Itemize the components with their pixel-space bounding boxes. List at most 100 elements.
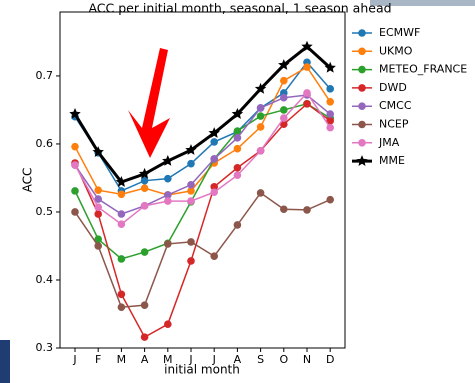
data-point bbox=[164, 175, 172, 183]
x-tick-label: J bbox=[72, 353, 76, 366]
data-point bbox=[257, 123, 265, 131]
data-point bbox=[71, 161, 79, 169]
data-point bbox=[326, 98, 334, 106]
x-tick-label: J bbox=[212, 353, 216, 366]
x-tick-label: F bbox=[95, 353, 101, 366]
data-point bbox=[280, 106, 288, 114]
series-line bbox=[75, 193, 330, 307]
data-point bbox=[118, 220, 126, 228]
data-point bbox=[94, 210, 102, 218]
data-point bbox=[187, 160, 195, 168]
data-point bbox=[141, 301, 149, 309]
data-point bbox=[94, 186, 102, 194]
data-point bbox=[303, 63, 311, 71]
data-point bbox=[280, 205, 288, 213]
data-point bbox=[187, 257, 195, 265]
arrow-annotation bbox=[128, 48, 170, 158]
data-point bbox=[118, 255, 126, 263]
y-tick-label: 0.4 bbox=[36, 273, 54, 286]
legend-label: ECMWF bbox=[379, 26, 420, 39]
data-point bbox=[280, 114, 288, 122]
data-point bbox=[303, 206, 311, 214]
legend-label: DWD bbox=[379, 81, 407, 94]
chart: ACC per initial month, seasonal, 1 seaso… bbox=[0, 0, 475, 383]
data-point bbox=[94, 203, 102, 211]
data-point bbox=[187, 238, 195, 246]
data-point bbox=[118, 190, 126, 198]
data-point bbox=[141, 248, 149, 256]
legend-marker bbox=[358, 121, 366, 129]
data-point bbox=[141, 184, 149, 192]
x-tick-label: N bbox=[303, 353, 311, 366]
data-point bbox=[187, 181, 195, 189]
series-line bbox=[75, 104, 330, 259]
data-point bbox=[164, 320, 172, 328]
series-line bbox=[75, 67, 330, 195]
data-point bbox=[118, 290, 126, 298]
x-tick-label: D bbox=[326, 353, 334, 366]
legend-label: METEO_FRANCE bbox=[379, 63, 467, 76]
data-point bbox=[303, 89, 311, 97]
legend-label: UKMO bbox=[379, 44, 413, 57]
x-tick-label: S bbox=[257, 353, 264, 366]
data-point bbox=[280, 94, 288, 102]
x-tick-label: M bbox=[163, 353, 173, 366]
series-line bbox=[75, 93, 330, 224]
data-point bbox=[118, 303, 126, 311]
background-fragment bbox=[0, 340, 10, 383]
legend-marker bbox=[358, 102, 366, 110]
data-point bbox=[257, 189, 265, 197]
data-point bbox=[234, 145, 242, 153]
data-point bbox=[164, 197, 172, 205]
data-point bbox=[71, 143, 79, 151]
legend-marker bbox=[358, 48, 366, 56]
x-tick-label: M bbox=[117, 353, 127, 366]
data-point bbox=[326, 124, 334, 132]
data-point bbox=[187, 197, 195, 205]
y-axis-label: ACC bbox=[21, 168, 35, 193]
series-line bbox=[75, 47, 330, 182]
legend-label: JMA bbox=[378, 136, 400, 149]
data-point bbox=[257, 104, 265, 112]
data-point bbox=[71, 208, 79, 216]
data-point bbox=[141, 333, 149, 341]
data-point bbox=[280, 77, 288, 85]
chart-title: ACC per initial month, seasonal, 1 seaso… bbox=[88, 1, 391, 16]
data-point bbox=[234, 164, 242, 172]
y-tick-label: 0.5 bbox=[36, 205, 54, 218]
data-point bbox=[210, 155, 218, 163]
legend-marker bbox=[358, 66, 366, 74]
series-line bbox=[75, 104, 330, 337]
legend-marker bbox=[356, 155, 367, 166]
data-point bbox=[210, 138, 218, 146]
data-point bbox=[71, 187, 79, 195]
legend-marker bbox=[358, 84, 366, 92]
data-point bbox=[326, 196, 334, 204]
legend-marker bbox=[358, 29, 366, 37]
data-point bbox=[141, 202, 149, 210]
y-tick-label: 0.6 bbox=[36, 137, 54, 150]
data-point bbox=[234, 134, 242, 142]
data-point bbox=[234, 171, 242, 179]
data-point bbox=[118, 210, 126, 218]
data-point bbox=[257, 147, 265, 155]
x-tick-label: A bbox=[234, 353, 242, 366]
y-tick-label: 0.3 bbox=[36, 341, 54, 354]
legend-label: NCEP bbox=[379, 118, 409, 131]
legend-label: MME bbox=[379, 154, 405, 167]
data-point bbox=[210, 188, 218, 196]
x-tick-label: O bbox=[279, 353, 288, 366]
data-point bbox=[326, 110, 334, 118]
data-point bbox=[303, 100, 311, 108]
legend-label: CMCC bbox=[379, 99, 412, 112]
data-point bbox=[210, 252, 218, 260]
data-point bbox=[257, 112, 265, 120]
data-point bbox=[326, 85, 334, 93]
data-point bbox=[234, 221, 242, 229]
x-tick-label: J bbox=[188, 353, 192, 366]
x-tick-label: A bbox=[141, 353, 149, 366]
y-tick-label: 0.7 bbox=[36, 69, 54, 82]
data-point bbox=[94, 242, 102, 250]
legend-marker bbox=[358, 139, 366, 147]
x-axis-label: initial month bbox=[164, 363, 240, 377]
